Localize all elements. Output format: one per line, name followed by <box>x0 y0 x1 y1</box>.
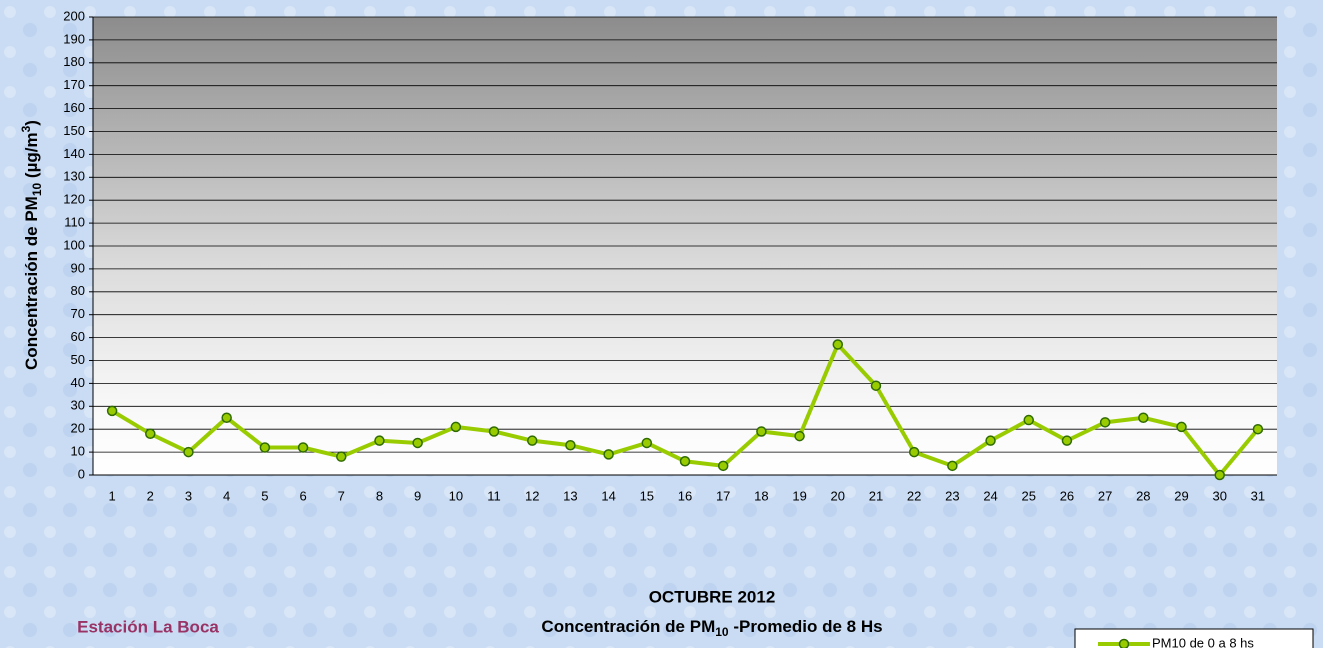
y-tick-label: 90 <box>71 260 85 275</box>
y-tick-label: 30 <box>71 398 85 413</box>
data-point <box>1139 413 1148 422</box>
data-point <box>681 457 690 466</box>
data-point <box>337 452 346 461</box>
data-point <box>1024 416 1033 425</box>
x-tick-label: 2 <box>147 488 154 503</box>
x-tick-label: 11 <box>487 488 501 503</box>
x-tick-label: 20 <box>831 488 845 503</box>
data-point <box>604 450 613 459</box>
y-tick-label: 200 <box>63 8 85 23</box>
x-tick-label: 3 <box>185 488 192 503</box>
y-tick-label: 50 <box>71 352 85 367</box>
x-tick-label: 17 <box>716 488 730 503</box>
y-tick-label: 160 <box>63 100 85 115</box>
chart-subtitle: Concentración de PM10 -Promedio de 8 Hs <box>541 617 882 639</box>
x-tick-label: 1 <box>108 488 115 503</box>
data-point <box>413 438 422 447</box>
y-tick-label: 70 <box>71 306 85 321</box>
y-tick-label: 60 <box>71 329 85 344</box>
subtitle-sub: 10 <box>715 625 729 639</box>
data-point <box>299 443 308 452</box>
x-tick-label: 15 <box>640 488 654 503</box>
data-point <box>1177 422 1186 431</box>
x-tick-label: 4 <box>223 488 230 503</box>
y-axis-label: Concentración de PM10 (µg/m3) <box>19 120 44 370</box>
x-tick-label: 16 <box>678 488 692 503</box>
data-point <box>948 461 957 470</box>
subtitle-part: -Promedio de 8 Hs <box>729 617 883 636</box>
x-tick-label: 7 <box>338 488 345 503</box>
data-point <box>1062 436 1071 445</box>
data-point <box>719 461 728 470</box>
data-point <box>871 381 880 390</box>
y-tick-label: 170 <box>63 77 85 92</box>
x-tick-label: 9 <box>414 488 421 503</box>
y-tick-label: 80 <box>71 283 85 298</box>
y-tick-label: 150 <box>63 123 85 138</box>
legend-label: PM10 de 0 a 8 hs <box>1152 635 1254 648</box>
y-tick-label: 130 <box>63 169 85 184</box>
data-point <box>1101 418 1110 427</box>
x-tick-label: 25 <box>1022 488 1036 503</box>
x-tick-label: 19 <box>792 488 806 503</box>
data-point <box>757 427 766 436</box>
chart: Concentración de PM10 (µg/m3) OCTUBRE 20… <box>0 0 1323 648</box>
y-tick-label: 180 <box>63 54 85 69</box>
y-tick-label: 20 <box>71 421 85 436</box>
x-tick-label: 8 <box>376 488 383 503</box>
station-label: Estación La Boca <box>77 617 219 636</box>
data-point <box>910 448 919 457</box>
x-tick-label: 24 <box>983 488 997 503</box>
data-point <box>528 436 537 445</box>
y-tick-label: 40 <box>71 375 85 390</box>
x-tick-label: 27 <box>1098 488 1112 503</box>
data-point <box>108 406 117 415</box>
x-tick-label: 22 <box>907 488 921 503</box>
x-tick-label: 26 <box>1060 488 1074 503</box>
y-tick-label: 190 <box>63 31 85 46</box>
data-point <box>146 429 155 438</box>
data-point <box>375 436 384 445</box>
y-label-part: ) <box>22 120 41 126</box>
chart-title: OCTUBRE 2012 <box>649 587 776 606</box>
y-label-sub: 10 <box>30 182 44 196</box>
legend-marker <box>1120 640 1129 648</box>
x-tick-label: 10 <box>449 488 463 503</box>
subtitle-part: Concentración de PM <box>541 617 715 636</box>
y-tick-label: 110 <box>64 215 85 230</box>
x-tick-label: 13 <box>563 488 577 503</box>
y-tick-label: 100 <box>63 237 85 252</box>
x-tick-label: 14 <box>601 488 615 503</box>
data-point <box>986 436 995 445</box>
data-point <box>451 422 460 431</box>
x-tick-label: 5 <box>261 488 268 503</box>
x-tick-label: 31 <box>1251 488 1265 503</box>
y-tick-label: 10 <box>71 444 85 459</box>
x-tick-label: 12 <box>525 488 539 503</box>
data-point <box>260 443 269 452</box>
x-tick-label: 23 <box>945 488 959 503</box>
x-tick-label: 30 <box>1212 488 1226 503</box>
y-label-part: Concentración de PM <box>22 196 41 370</box>
y-tick-label: 140 <box>63 146 85 161</box>
y-tick-label: 120 <box>63 192 85 207</box>
x-tick-label: 6 <box>299 488 306 503</box>
data-point <box>1215 471 1224 480</box>
data-point <box>184 448 193 457</box>
data-point <box>795 432 804 441</box>
data-point <box>222 413 231 422</box>
data-point <box>642 438 651 447</box>
data-point <box>1253 425 1262 434</box>
data-point <box>490 427 499 436</box>
data-point <box>833 340 842 349</box>
x-tick-label: 18 <box>754 488 768 503</box>
y-tick-label: 0 <box>78 466 85 481</box>
y-label-part: (µg/m <box>22 132 41 182</box>
x-tick-label: 29 <box>1174 488 1188 503</box>
x-tick-label: 28 <box>1136 488 1150 503</box>
data-point <box>566 441 575 450</box>
x-tick-label: 21 <box>869 488 883 503</box>
